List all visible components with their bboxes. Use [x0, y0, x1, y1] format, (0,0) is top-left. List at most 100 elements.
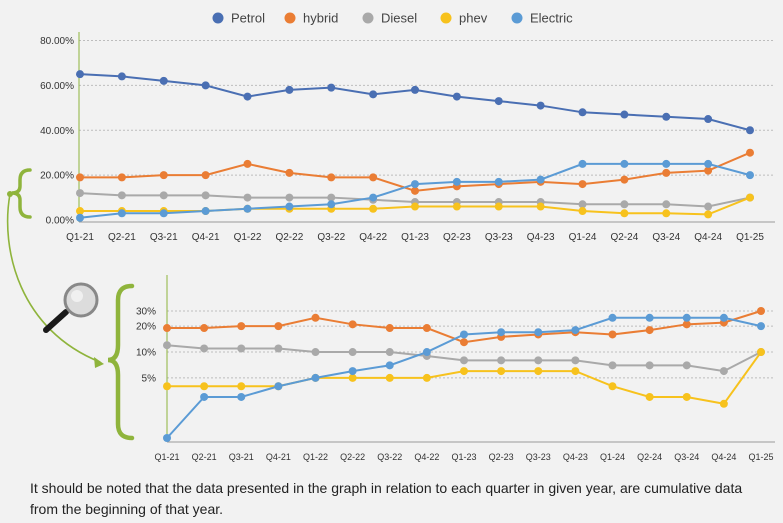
- top-y-tick-0-00-: 0.00%: [46, 216, 74, 227]
- bottom-point-phev-q3-23: [534, 367, 543, 376]
- arrow-head-icon: [94, 357, 104, 368]
- bottom-point-hybrid-q1-22: [311, 313, 320, 322]
- top-gridlines: [79, 40, 775, 176]
- top-point-petrol-q4-24: [704, 115, 713, 124]
- top-x-tick-q4-22: Q4-22: [359, 232, 387, 243]
- top-x-tick-q3-23: Q3-23: [485, 232, 513, 243]
- chart-canvas: Petrol hybrid Diesel phev Electric 0.00% 20.0…: [6, 11, 775, 462]
- bottom-y-tick-30-: 30%: [136, 307, 156, 318]
- top-point-electric-q3-24: [662, 159, 671, 168]
- bottom-point-diesel-q3-22: [385, 348, 394, 357]
- top-point-hybrid-q2-22: [285, 168, 294, 177]
- top-point-petrol-q3-21: [159, 76, 168, 85]
- bottom-point-electric-q1-24: [608, 313, 617, 322]
- bottom-log-chart: 5% 10% 20% 30% Q1-21 Q2-21 Q3-21 Q4-21 Q1-22 Q2-…: [136, 275, 775, 462]
- top-point-phev-q4-24: [704, 210, 713, 219]
- bottom-point-electric-q3-21: [237, 392, 246, 401]
- bottom-point-diesel-q3-21: [237, 344, 246, 353]
- top-point-petrol-q3-24: [662, 112, 671, 121]
- bottom-point-hybrid-q3-22: [385, 324, 394, 333]
- top-point-hybrid-q2-24: [620, 175, 629, 184]
- bottom-point-phev-q2-24: [645, 392, 654, 401]
- bottom-x-tick-q4-23: Q4-23: [563, 452, 588, 462]
- bottom-point-diesel-q4-24: [719, 367, 728, 376]
- top-line-petrol: [79, 73, 751, 132]
- bottom-point-hybrid-q1-25: [757, 307, 765, 315]
- legend-label-electric: Electric: [530, 11, 573, 26]
- top-point-diesel-q4-24: [704, 202, 713, 211]
- bottom-point-diesel-q2-21: [200, 344, 209, 353]
- bottom-series: [163, 307, 765, 442]
- top-point-electric-q2-24: [620, 159, 629, 168]
- top-point-diesel-q3-21: [159, 191, 168, 200]
- bottom-point-hybrid-q2-22: [348, 320, 357, 329]
- top-point-petrol-q4-23: [536, 101, 545, 110]
- top-point-hybrid-q1-25: [746, 148, 754, 157]
- bottom-x-tick-q1-25: Q1-25: [748, 452, 773, 462]
- top-point-electric-q1-21: [76, 213, 84, 222]
- top-point-electric-q3-21: [159, 209, 168, 218]
- legend-label-hybrid: hybrid: [303, 11, 338, 26]
- top-point-petrol-q4-22: [369, 90, 378, 99]
- bottom-point-phev-q4-22: [422, 373, 431, 382]
- bottom-point-electric-q1-22: [311, 373, 320, 382]
- top-series: [76, 70, 754, 222]
- top-point-diesel-q3-24: [662, 200, 671, 209]
- top-point-petrol-q4-21: [201, 81, 210, 90]
- top-point-hybrid-q1-23: [411, 186, 419, 195]
- top-x-tick-q3-22: Q3-22: [317, 232, 345, 243]
- bottom-point-electric-q2-21: [200, 392, 209, 401]
- bottom-point-electric-q4-23: [571, 326, 580, 335]
- bottom-point-electric-q2-22: [348, 367, 357, 376]
- large-curly-brace-icon: [107, 283, 135, 441]
- bottom-point-diesel-q4-21: [274, 344, 283, 353]
- bottom-point-phev-q1-25: [757, 348, 765, 357]
- bottom-point-phev-q3-22: [385, 373, 394, 382]
- top-x-tick-q2-23: Q2-23: [443, 232, 471, 243]
- top-point-diesel-q1-24: [578, 200, 587, 209]
- top-y-tick-80-00-: 80.00%: [40, 36, 74, 47]
- top-point-petrol-q3-23: [494, 97, 503, 106]
- top-point-electric-q1-22: [243, 204, 252, 213]
- top-point-phev-q4-23: [536, 202, 545, 211]
- bottom-point-hybrid-q3-24: [682, 320, 691, 329]
- bottom-point-phev-q4-24: [719, 399, 728, 408]
- bottom-x-tick-q2-22: Q2-22: [340, 452, 365, 462]
- legend-label-diesel: Diesel: [381, 11, 417, 26]
- top-point-hybrid-q1-22: [243, 159, 252, 168]
- top-point-petrol-q1-21: [76, 70, 84, 79]
- legend-marker-petrol: [212, 12, 224, 24]
- top-x-tick-q4-23: Q4-23: [527, 232, 555, 243]
- top-x-tick-q2-22: Q2-22: [275, 232, 303, 243]
- curved-arrow-icon: [6, 193, 101, 363]
- bottom-point-phev-q2-21: [200, 382, 209, 391]
- bottom-point-diesel-q2-24: [645, 361, 654, 370]
- top-x-ticks: Q1-21 Q2-21 Q3-21 Q4-21 Q1-22 Q2-22 Q3-22 Q4-22…: [66, 232, 764, 243]
- bottom-x-tick-q1-23: Q1-23: [451, 452, 476, 462]
- top-point-electric-q4-22: [369, 193, 378, 202]
- top-point-phev-q1-25: [746, 193, 754, 202]
- top-x-tick-q1-23: Q1-23: [401, 232, 429, 243]
- bottom-point-diesel-q1-21: [163, 341, 171, 350]
- top-point-phev-q4-22: [369, 204, 378, 213]
- top-x-tick-q2-24: Q2-24: [610, 232, 638, 243]
- top-point-electric-q2-23: [452, 177, 461, 186]
- bottom-x-tick-q2-24: Q2-24: [637, 452, 662, 462]
- top-point-electric-q3-23: [494, 177, 503, 186]
- top-point-electric-q1-24: [578, 159, 587, 168]
- bottom-point-hybrid-q3-21: [237, 322, 246, 331]
- bottom-point-phev-q1-24: [608, 382, 617, 391]
- bottom-point-phev-q1-21: [163, 382, 171, 391]
- bottom-point-hybrid-q1-24: [608, 330, 617, 339]
- top-point-petrol-q1-23: [411, 85, 419, 94]
- bottom-y-ticks: 5% 10% 20% 30%: [136, 307, 156, 385]
- top-point-diesel-q2-22: [285, 193, 294, 202]
- bottom-x-tick-q4-22: Q4-22: [414, 452, 439, 462]
- top-point-electric-q4-23: [536, 175, 545, 184]
- top-x-tick-q3-24: Q3-24: [652, 232, 680, 243]
- top-point-electric-q2-21: [117, 209, 126, 218]
- top-point-petrol-q1-22: [243, 92, 252, 101]
- top-point-hybrid-q2-21: [117, 173, 126, 182]
- bottom-point-phev-q3-21: [237, 382, 246, 391]
- bottom-y-tick-20-: 20%: [136, 322, 156, 333]
